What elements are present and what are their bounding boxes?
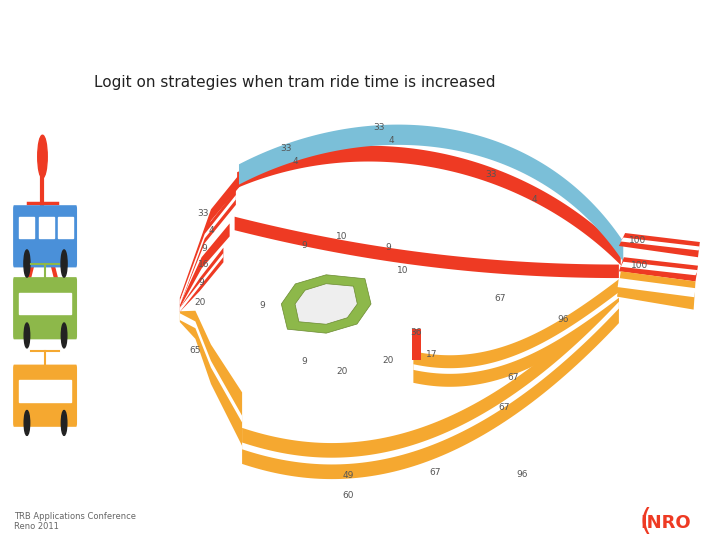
Text: 4: 4: [292, 157, 298, 166]
Polygon shape: [239, 125, 624, 262]
Bar: [19, 380, 71, 402]
FancyBboxPatch shape: [13, 277, 77, 339]
Polygon shape: [618, 278, 696, 297]
Bar: [19, 293, 71, 314]
Polygon shape: [242, 302, 619, 464]
Circle shape: [61, 250, 67, 277]
Circle shape: [61, 323, 67, 348]
Polygon shape: [180, 195, 236, 306]
Polygon shape: [413, 292, 619, 374]
Text: 67: 67: [508, 373, 519, 382]
Circle shape: [24, 323, 30, 348]
Polygon shape: [412, 329, 421, 360]
Text: 100: 100: [629, 236, 647, 245]
FancyBboxPatch shape: [13, 205, 77, 267]
Circle shape: [61, 410, 67, 435]
Text: 9: 9: [302, 241, 307, 251]
Polygon shape: [237, 146, 621, 265]
Text: 96: 96: [557, 315, 569, 323]
Text: 16: 16: [198, 260, 210, 269]
Text: INRO: INRO: [641, 514, 691, 532]
Polygon shape: [282, 275, 371, 333]
Polygon shape: [621, 262, 698, 275]
Text: 4: 4: [389, 136, 395, 145]
Text: 49: 49: [342, 471, 354, 480]
Text: 20: 20: [336, 367, 348, 376]
Bar: [39, 217, 54, 238]
Text: 67: 67: [495, 294, 506, 303]
Circle shape: [24, 250, 30, 277]
Text: 9: 9: [302, 357, 307, 366]
Polygon shape: [180, 248, 223, 312]
Text: 36: 36: [410, 328, 422, 336]
Polygon shape: [619, 257, 698, 281]
Polygon shape: [619, 233, 700, 257]
Text: 65: 65: [189, 346, 201, 355]
Text: 9: 9: [202, 244, 207, 253]
Text: Distribution of Flow – Increased Tram Time: Distribution of Flow – Increased Tram Ti…: [18, 26, 555, 46]
Text: 67: 67: [498, 403, 510, 412]
Bar: [58, 217, 73, 238]
Text: 9: 9: [199, 278, 204, 287]
Polygon shape: [180, 253, 223, 312]
Text: 4: 4: [532, 195, 538, 204]
Text: 33: 33: [280, 144, 292, 153]
Text: 20: 20: [383, 356, 394, 365]
Circle shape: [24, 410, 30, 435]
Polygon shape: [180, 224, 230, 308]
Polygon shape: [413, 279, 619, 387]
Circle shape: [37, 135, 48, 178]
Polygon shape: [180, 310, 242, 446]
FancyBboxPatch shape: [13, 364, 77, 427]
Text: 9: 9: [386, 243, 392, 252]
Polygon shape: [295, 284, 357, 324]
Text: 100: 100: [631, 261, 648, 270]
Polygon shape: [242, 287, 619, 479]
Polygon shape: [235, 217, 619, 278]
Text: 9: 9: [259, 301, 265, 309]
Text: (: (: [640, 507, 652, 536]
Text: 10: 10: [336, 232, 348, 241]
Text: 67: 67: [429, 468, 441, 477]
Text: 10: 10: [397, 266, 408, 275]
Text: 33: 33: [374, 123, 385, 132]
Polygon shape: [180, 190, 236, 305]
Text: 4: 4: [208, 226, 214, 235]
Text: 60: 60: [342, 491, 354, 500]
Polygon shape: [617, 271, 696, 309]
Text: 33: 33: [198, 210, 210, 218]
Text: TRB Applications Conference
Reno 2011: TRB Applications Conference Reno 2011: [14, 512, 136, 531]
Polygon shape: [621, 238, 700, 251]
Text: Logit on strategies when tram ride time is increased: Logit on strategies when tram ride time …: [94, 75, 495, 90]
Polygon shape: [180, 167, 246, 301]
Bar: [19, 217, 34, 238]
Text: 20: 20: [194, 298, 205, 307]
Polygon shape: [180, 313, 242, 422]
Text: 96: 96: [517, 470, 528, 478]
Text: 33: 33: [485, 170, 497, 179]
Text: 17: 17: [426, 350, 438, 359]
